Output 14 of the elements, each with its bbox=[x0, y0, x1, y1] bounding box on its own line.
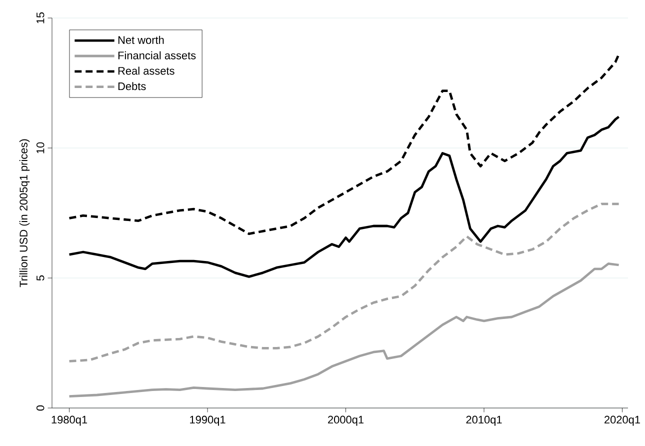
y-tick-label: 5 bbox=[36, 275, 44, 281]
legend-label: Net worth bbox=[118, 36, 164, 44]
y-tick-label: 0 bbox=[36, 405, 44, 411]
y-tick-label: 15 bbox=[36, 12, 44, 24]
y-tick-label: 10 bbox=[36, 142, 44, 154]
legend-label: Debts bbox=[118, 82, 146, 90]
x-tick-label: 1990q1 bbox=[190, 416, 226, 426]
legend-label: Real assets bbox=[118, 66, 174, 75]
x-tick-label: 2010q1 bbox=[466, 416, 502, 426]
x-tick-label: 1980q1 bbox=[52, 416, 88, 426]
legend-label: Financial assets bbox=[118, 51, 196, 60]
x-tick-label: 2020q1 bbox=[604, 416, 640, 426]
y-axis-title: Trillion USD (in 2005q1 prices) bbox=[19, 139, 30, 288]
x-tick-label: 2000q1 bbox=[328, 416, 364, 426]
